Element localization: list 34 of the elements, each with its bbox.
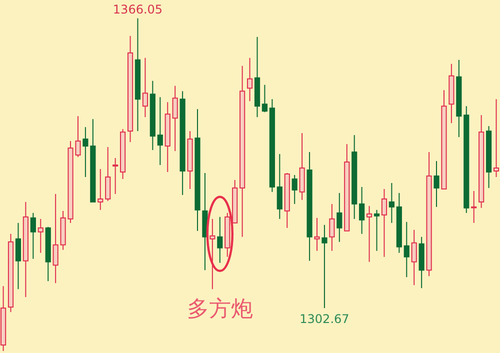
candlestick: [82, 126, 88, 178]
candlestick: [493, 98, 500, 178]
candlestick: [359, 186, 365, 234]
candlestick: [329, 203, 335, 252]
candlestick: [15, 222, 22, 290]
candlestick: [30, 212, 36, 260]
candlestick: [98, 168, 104, 210]
annotation: 多方炮: [186, 296, 253, 321]
candlestick: [411, 229, 417, 286]
candlestick: [38, 218, 44, 254]
candlestick: [366, 205, 372, 262]
candlestick: [157, 96, 163, 166]
candlestick: [246, 57, 253, 102]
candlestick: [336, 192, 342, 242]
candlestick: [374, 209, 380, 252]
candlestick: [210, 218, 216, 290]
text: 1366.05: [112, 2, 163, 16]
candlestick: [172, 85, 178, 152]
candlestick: [276, 154, 282, 220]
candlestick: [434, 160, 440, 208]
candlestick: [217, 216, 223, 264]
candlestick: [292, 174, 298, 204]
candlestick: [262, 84, 268, 113]
candlestick: [471, 190, 477, 224]
candlestick: [112, 158, 118, 194]
candlestick: [314, 217, 320, 252]
candlestick: [388, 182, 394, 224]
candlestick: [381, 188, 388, 258]
candlestick: [404, 221, 410, 278]
candlestick: [322, 224, 328, 309]
candlestick: [142, 57, 148, 118]
candlestick: [299, 132, 305, 200]
annotation: 1302.67: [300, 312, 350, 326]
candlestick: [105, 146, 111, 202]
